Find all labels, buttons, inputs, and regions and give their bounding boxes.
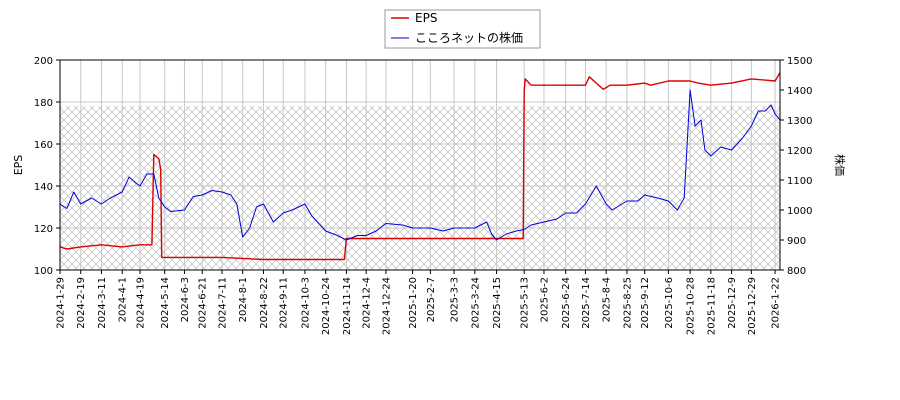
y-right-tick-label: 1100: [787, 176, 812, 187]
x-tick-label: 2025-10-28: [686, 277, 697, 335]
x-tick-label: 2024-1-29: [56, 277, 67, 329]
x-tick-label: 2025-10-6: [664, 277, 675, 329]
series-layer: [60, 72, 780, 261]
x-tick-label: 2024-8-22: [259, 277, 270, 329]
x-tick-label: 2026-1-22: [771, 277, 782, 329]
x-tick-label: 2024-12-4: [362, 277, 373, 329]
y-left-tick-label: 160: [34, 140, 53, 151]
y-left-tick-label: 180: [34, 98, 53, 109]
x-tick-label: 2025-3-24: [470, 277, 481, 329]
y-right-tick-label: 800: [787, 266, 806, 277]
x-tick-label: 2024-10-3: [300, 277, 311, 329]
x-tick-label: 2025-12-29: [747, 277, 758, 335]
plot-frame: [59, 59, 781, 271]
y-right-tick-label: 1500: [787, 56, 812, 67]
shaded-band-area: [60, 106, 780, 270]
y-right-tick-label: 1000: [787, 206, 812, 217]
x-tick-label: 2024-3-11: [97, 277, 108, 329]
x-tick-label: 2024-4-19: [136, 277, 147, 329]
y-right-tick-label: 1300: [787, 116, 812, 127]
y-right-tick-label: 1400: [787, 86, 812, 97]
left-axis-title: EPS: [12, 155, 25, 176]
x-tick-label: 2024-8-1: [238, 277, 249, 322]
x-tick-label: 2025-8-25: [622, 277, 633, 329]
left-axis-ticks: 100 120 140 160 180 200: [34, 56, 60, 277]
x-tick-label: 2025-2-7: [426, 277, 437, 322]
series-line-stock-price: [60, 89, 780, 241]
x-tick-label: 2025-4-15: [492, 277, 503, 329]
legend-box: [384, 9, 541, 49]
right-axis-title: 株価: [833, 154, 847, 176]
y-left-tick-label: 140: [34, 182, 53, 193]
y-right-tick-label: 1200: [787, 146, 812, 157]
legend-label-stock-price: こころネットの株価: [415, 30, 523, 45]
x-tick-label: 2025-1-20: [408, 277, 419, 329]
y-left-tick-label: 120: [34, 224, 53, 235]
x-axis-ticks: 2024-1-29 2024-2-19 2024-3-11 2024-4-1 2024-…: [56, 270, 782, 335]
x-tick-label: 2024-5-14: [160, 277, 171, 329]
x-tick-label: 2025-9-12: [640, 277, 651, 329]
series-line-eps: [60, 72, 780, 261]
y-right-tick-label: 900: [787, 236, 806, 247]
x-tick-label: 2025-6-2: [539, 277, 550, 322]
x-tick-label: 2024-12-24: [381, 277, 392, 335]
x-tick-label: 2025-6-24: [561, 277, 572, 329]
x-tick-label: 2025-7-14: [581, 277, 592, 329]
x-tick-label: 2024-2-19: [76, 277, 87, 329]
y-left-tick-label: 200: [34, 56, 53, 67]
right-axis-ticks: 800 900 1000 1100 1200 1300 1400 1500: [780, 56, 812, 277]
x-tick-label: 2025-11-18: [706, 277, 717, 335]
shaded-band: [60, 106, 780, 270]
x-tick-label: 2025-8-4: [602, 277, 613, 322]
x-tick-label: 2025-12-9: [727, 277, 738, 329]
y-left-tick-label: 100: [34, 266, 53, 277]
x-tick-label: 2024-11-14: [342, 277, 353, 335]
x-tick-label: 2025-3-3: [450, 277, 461, 322]
legend-label-eps: EPS: [415, 11, 437, 25]
x-tick-label: 2024-6-21: [198, 277, 209, 329]
x-tick-label: 2024-7-11: [217, 277, 228, 329]
x-tick-label: 2024-9-11: [279, 277, 290, 329]
x-tick-label: 2024-4-1: [118, 277, 129, 322]
legend: EPS こころネットの株価: [384, 9, 541, 49]
x-tick-label: 2024-10-24: [321, 277, 332, 335]
x-tick-label: 2024-6-3: [180, 277, 191, 322]
x-tick-label: 2025-5-13: [520, 277, 531, 329]
